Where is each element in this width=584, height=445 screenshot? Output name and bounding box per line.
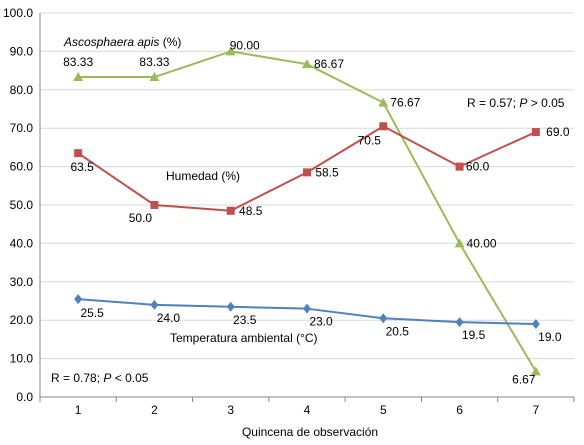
series-layer (73, 46, 541, 376)
y-tick-label: 90.0 (10, 44, 34, 58)
y-tick-label: 10.0 (10, 352, 34, 366)
data-label-temperatura: 19.5 (462, 328, 486, 342)
data-point-ascosphaera (454, 238, 465, 248)
data-label-ascosphaera: 6.67 (512, 372, 536, 386)
y-tick-label: 40.0 (10, 236, 34, 250)
y-tick-label: 30.0 (10, 275, 34, 289)
x-tick-label: 2 (151, 403, 158, 417)
data-label-humedad: 63.5 (70, 160, 94, 174)
data-point-humedad (150, 201, 159, 209)
data-point-ascosphaera (530, 366, 541, 376)
data-label-ascosphaera: 86.67 (314, 57, 344, 71)
data-point-humedad (531, 128, 540, 137)
data-point-temperatura (303, 303, 311, 314)
stat-humedad: R = 0.57; P > 0.05 (467, 96, 565, 110)
data-point-ascosphaera (302, 59, 312, 69)
stat-humedad-part2: > 0.05 (527, 96, 564, 110)
annotation-ascosphaera-name: Ascosphaera apis (63, 35, 159, 49)
annotation-ascosphaera: Ascosphaera apis (%) (63, 35, 181, 49)
x-tick-label: 7 (533, 403, 540, 417)
data-point-ascosphaera (225, 46, 236, 56)
stat-temperatura-part1: R = 0.78; (51, 371, 103, 385)
y-tick-label: 60.0 (10, 160, 34, 174)
x-tick-label: 4 (304, 403, 311, 417)
data-point-ascosphaera (73, 72, 84, 82)
stat-temperatura-p: P (103, 371, 111, 385)
data-label-humedad: 70.5 (358, 133, 382, 147)
data-labels: 83.33 83.33 90.00 86.67 76.67 40.00 6.67 63.5 50… (63, 38, 570, 386)
data-point-temperatura (379, 313, 388, 324)
annotation-humedad: Humedad (%) (166, 169, 240, 183)
data-point-ascosphaera (149, 72, 160, 82)
x-tick-label: 1 (75, 403, 82, 417)
data-point-temperatura (226, 301, 235, 312)
data-point-temperatura (531, 319, 540, 330)
x-tick-label: 5 (380, 403, 387, 417)
data-label-humedad: 50.0 (129, 211, 153, 225)
x-axis-title: Quincena de observación (242, 425, 378, 439)
data-point-humedad (379, 122, 388, 131)
axes: 0.0 10.0 20.0 30.0 40.0 50.0 60.0 70.0 80.0 90.0 1… (3, 6, 575, 417)
data-label-temperatura: 23.0 (309, 315, 333, 329)
data-label-temperatura: 24.0 (157, 311, 181, 325)
y-tick-label: 70.0 (10, 121, 34, 135)
x-tick-label: 6 (456, 403, 463, 417)
y-tick-label: 80.0 (10, 83, 34, 97)
data-label-temperatura: 20.5 (386, 324, 410, 338)
annotation-temperatura: Temperatura ambiental (°C) (170, 331, 318, 345)
data-label-humedad: 58.5 (315, 165, 339, 179)
data-point-ascosphaera (378, 97, 389, 107)
data-label-ascosphaera: 76.67 (390, 96, 420, 110)
data-label-ascosphaera: 40.00 (467, 236, 497, 250)
stat-humedad-p: P (519, 96, 527, 110)
data-label-temperatura: 25.5 (80, 306, 104, 320)
stat-temperatura-part2: < 0.05 (111, 371, 148, 385)
stat-temperatura: R = 0.78; P < 0.05 (51, 371, 149, 385)
data-label-temperatura: 23.5 (233, 313, 257, 327)
data-label-humedad: 69.0 (546, 125, 570, 139)
data-point-humedad (226, 206, 235, 215)
data-point-temperatura (74, 294, 83, 305)
gridlines (40, 12, 574, 360)
data-point-humedad (455, 162, 464, 171)
stat-humedad-part1: R = 0.57; (467, 96, 519, 110)
data-label-ascosphaera: 83.33 (63, 55, 93, 69)
x-tick-label: 3 (227, 403, 234, 417)
y-tick-label: 0.0 (16, 390, 33, 404)
data-point-humedad (303, 168, 311, 177)
data-label-temperatura: 19.0 (538, 330, 562, 344)
y-tick-label: 50.0 (10, 198, 34, 212)
data-point-humedad (74, 149, 83, 158)
data-point-temperatura (455, 317, 464, 328)
data-label-humedad: 48.5 (239, 204, 263, 218)
data-label-humedad: 60.0 (466, 160, 490, 174)
y-tick-label: 20.0 (10, 313, 34, 327)
data-label-ascosphaera: 83.33 (139, 55, 169, 69)
y-tick-label: 100.0 (3, 6, 33, 20)
annotation-ascosphaera-unit: (%) (159, 35, 181, 49)
data-point-temperatura (150, 299, 159, 310)
data-label-ascosphaera: 90.00 (230, 38, 260, 52)
